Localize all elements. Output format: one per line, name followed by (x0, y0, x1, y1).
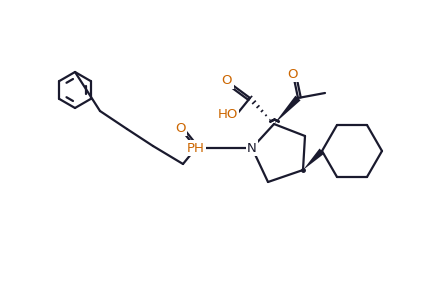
Text: O: O (175, 122, 185, 134)
Text: HO: HO (218, 108, 238, 120)
Text: N: N (247, 142, 257, 154)
Polygon shape (303, 148, 325, 170)
Text: PH: PH (187, 142, 205, 154)
Text: O: O (222, 74, 232, 88)
Polygon shape (274, 96, 300, 124)
Text: O: O (288, 67, 298, 80)
